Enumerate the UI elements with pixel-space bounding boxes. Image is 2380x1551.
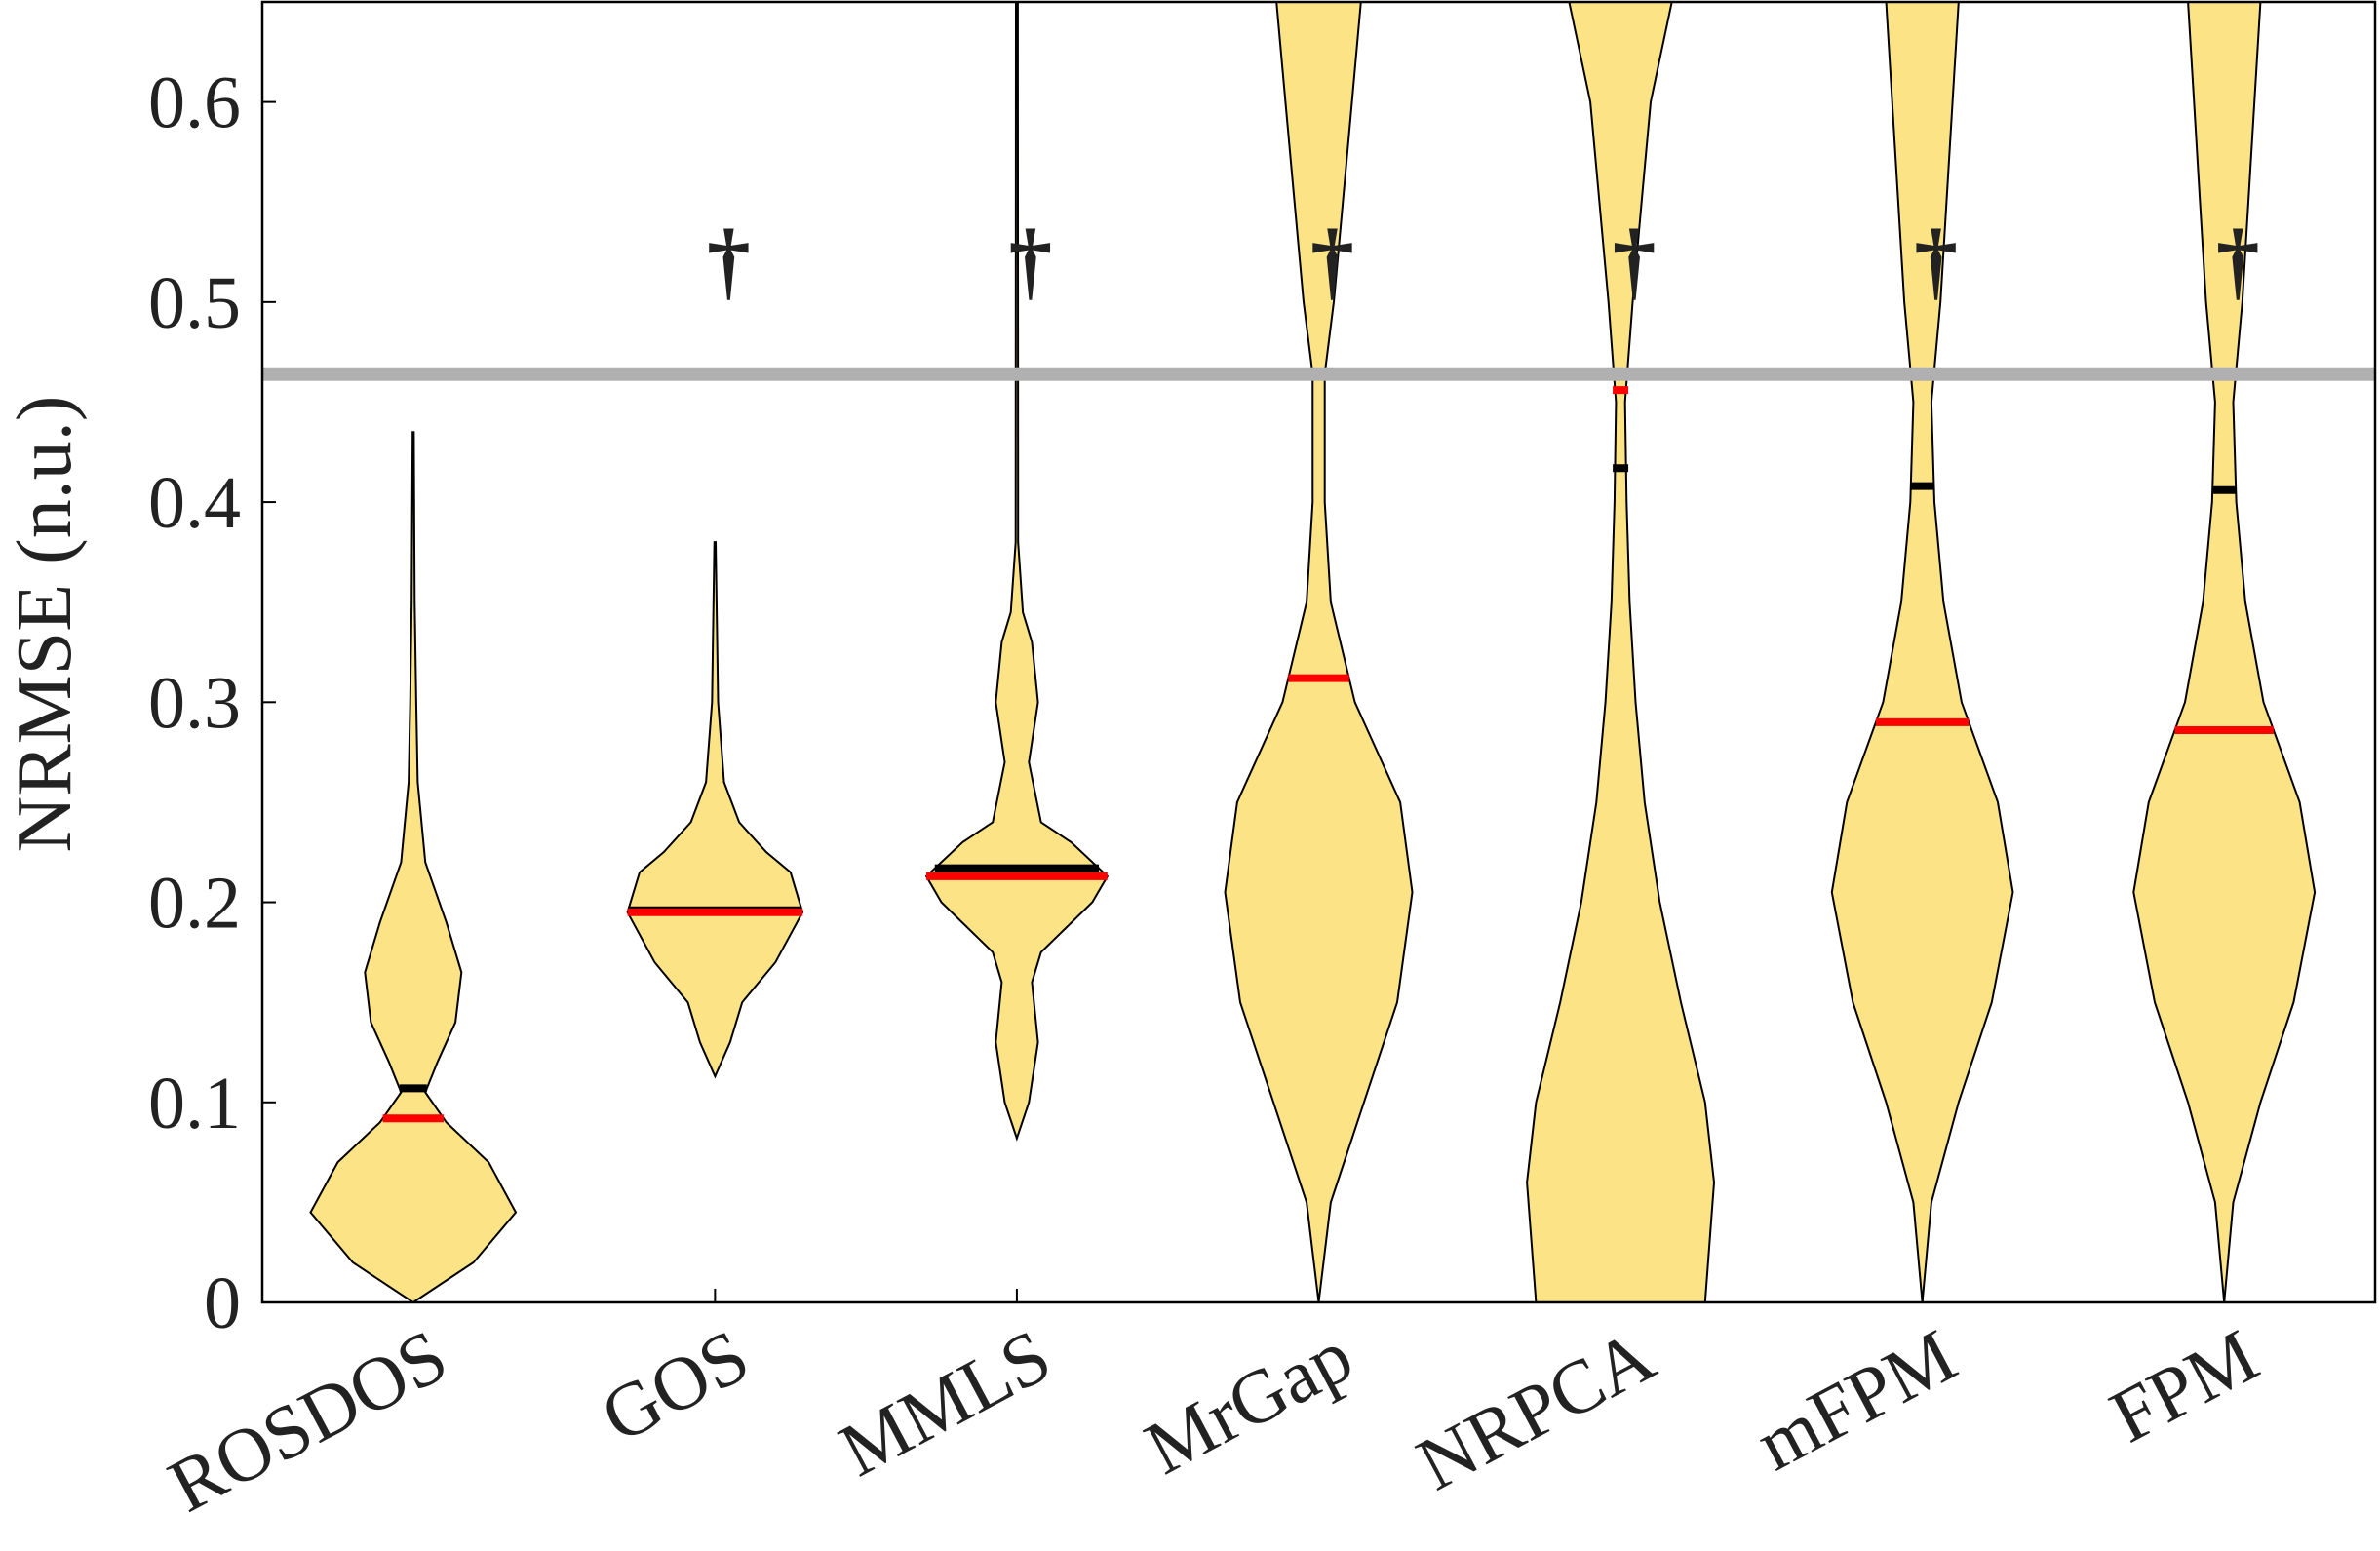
y-tick-label: 0.3 [148,662,241,744]
x-tick-label: MrGap [1132,1312,1366,1491]
x-tick-label: FPM [2097,1312,2272,1458]
significance-marker: † [1008,213,1052,309]
x-tick-label: ROSDOS [155,1312,460,1528]
violin [309,431,518,1302]
violin [1830,2,2014,1302]
plot-frame [260,0,2377,1304]
violin [1526,2,1716,1302]
violin [924,2,1110,1142]
y-tick-label: 0.6 [148,62,241,144]
x-tick-label: GOS [588,1312,762,1458]
y-tick-label: 0.2 [148,863,241,945]
significance-marker: † [2216,213,2260,309]
significance-marker: † [1914,213,1958,309]
x-tick-label: NRPCA [1404,1312,1667,1506]
significance-marker: † [1613,213,1657,309]
y-tick-label: 0 [204,1262,241,1344]
y-tick-label: 0.4 [148,462,241,544]
x-tick-label: MMLS [826,1312,1064,1493]
y-tick-label: 0.1 [148,1063,241,1144]
y-axis-label: NRMSE (n.u.) [2,396,88,853]
violin [1224,2,1414,1302]
x-tick-label: mFPM [1742,1312,1969,1487]
significance-marker: † [707,213,751,309]
violin [626,541,804,1079]
y-tick-label: 0.5 [148,262,241,344]
violin [2132,2,2317,1302]
significance-marker: † [1310,213,1354,309]
